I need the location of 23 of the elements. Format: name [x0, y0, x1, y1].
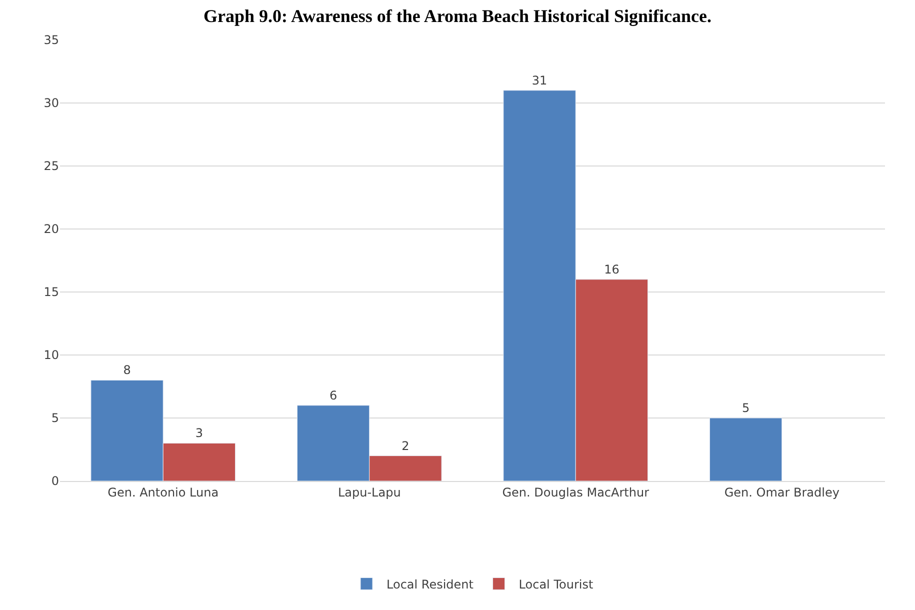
y-tick-label: 30	[44, 96, 59, 110]
x-tick-label: Gen. Omar Bradley	[724, 485, 840, 500]
bar	[709, 418, 782, 481]
y-tick-label: 25	[44, 159, 59, 174]
x-tick-label: Gen. Antonio Luna	[108, 485, 219, 500]
chart-title: Graph 9.0: Awareness of the Aroma Beach Historical Significance.	[204, 6, 712, 26]
data-label: 3	[195, 426, 204, 440]
y-tick-label: 0	[51, 474, 59, 488]
y-tick-label: 15	[44, 285, 59, 300]
data-label: 2	[402, 438, 410, 453]
x-tick-label: Lapu-Lapu	[338, 485, 401, 500]
legend-label: Local Resident	[386, 577, 474, 592]
data-label: 8	[123, 363, 131, 378]
legend-label: Local Tourist	[518, 577, 594, 592]
y-tick-label: 5	[51, 411, 59, 426]
y-tick-label: 20	[44, 222, 59, 236]
data-label: 6	[329, 388, 338, 402]
y-tick-label: 10	[44, 348, 59, 362]
data-label: 16	[604, 262, 620, 276]
data-label: 5	[742, 401, 750, 415]
data-label: 31	[532, 73, 548, 88]
y-tick-label: 35	[44, 33, 59, 48]
x-tick-label: Gen. Douglas MacArthur	[502, 485, 650, 500]
